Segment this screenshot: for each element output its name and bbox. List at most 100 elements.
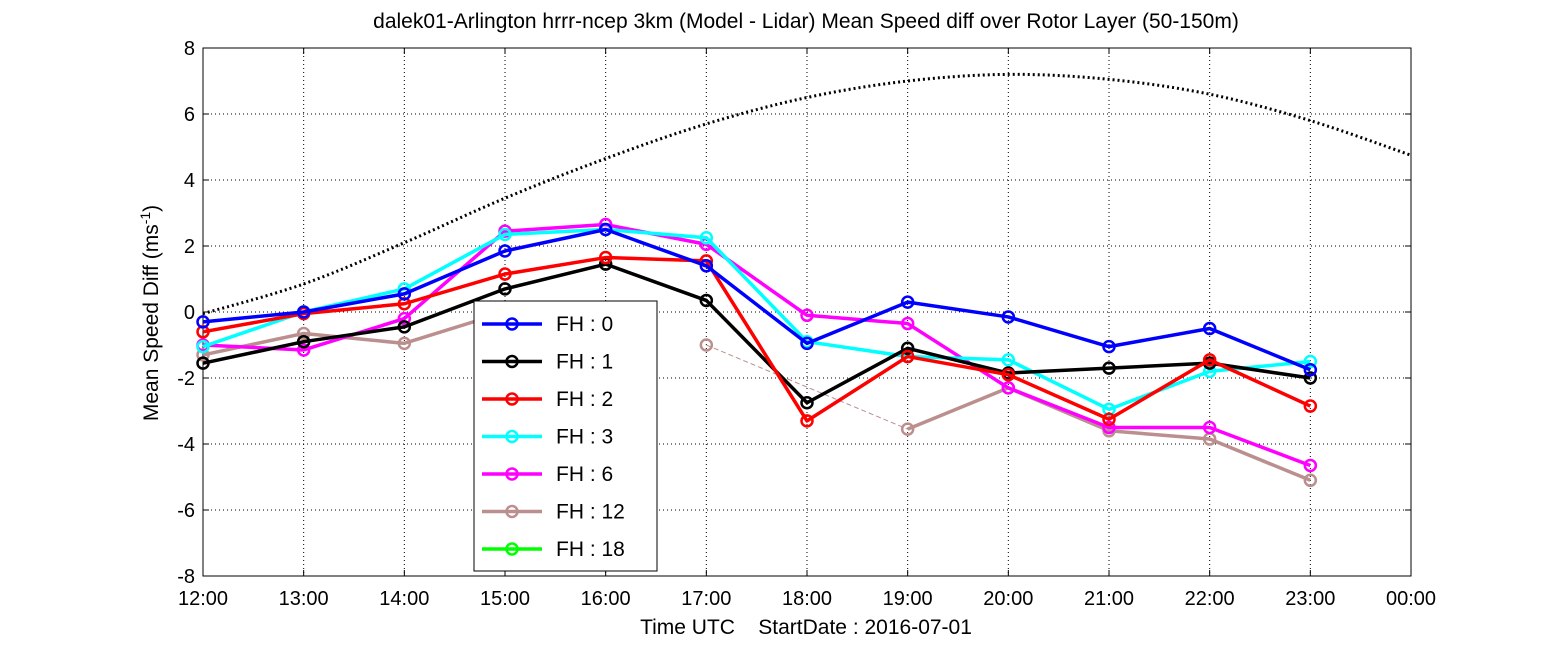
- data-point: [800, 414, 814, 428]
- chart-title: dalek01-Arlington hrrr-ncep 3km (Model -…: [373, 10, 1239, 33]
- data-point: [800, 336, 814, 351]
- y-tick-label: 0: [184, 302, 195, 324]
- data-point: [1202, 420, 1217, 435]
- legend-swatch-marker: [505, 467, 519, 481]
- y-axis-label: Mean Speed Diff (ms-1): [137, 205, 163, 421]
- series-0: [196, 222, 1318, 377]
- y-tick-label: 2: [184, 236, 195, 258]
- legend-swatch-marker: [505, 429, 519, 444]
- y-tick-label: -8: [177, 566, 195, 588]
- data-point: [498, 282, 512, 296]
- data-point: [900, 341, 915, 356]
- legend-item: FH : 0: [482, 313, 613, 336]
- x-tick-label: 19:00: [883, 588, 933, 610]
- legend-item: FH : 3: [482, 426, 613, 449]
- data-point: [1102, 361, 1116, 375]
- reference-curve-line: [202, 72, 1412, 316]
- legend-label: FH : 12: [556, 501, 625, 524]
- legend-label: FH : 2: [556, 388, 613, 411]
- legend-swatch-marker: [505, 542, 519, 556]
- x-tick-label: 16:00: [581, 588, 631, 610]
- legend-swatch-marker: [505, 504, 519, 519]
- data-point: [900, 422, 915, 436]
- legend-swatch-marker: [505, 392, 519, 406]
- data-point: [598, 222, 613, 237]
- data-point: [1001, 353, 1016, 367]
- data-point: [1001, 367, 1016, 382]
- data-point: [1303, 354, 1318, 369]
- data-point: [699, 293, 714, 308]
- y-tick-label: 8: [184, 38, 195, 60]
- legend-label: FH : 0: [556, 313, 613, 336]
- grid-lines: [203, 48, 1411, 576]
- series-2: [196, 250, 1318, 428]
- legend-item: FH : 6: [482, 463, 613, 486]
- data-point: [498, 267, 512, 281]
- data-point: [196, 356, 210, 370]
- data-point: [800, 396, 814, 410]
- series-line: [202, 262, 1311, 405]
- data-point: [397, 320, 412, 334]
- y-axis-label-tail: ): [140, 205, 163, 212]
- legend-item: FH : 2: [482, 388, 613, 411]
- x-tick-label: 14:00: [379, 588, 429, 610]
- data-point: [1102, 412, 1116, 426]
- series-line: [907, 386, 1311, 482]
- legend-label: FH : 6: [556, 463, 613, 486]
- data-point: [196, 339, 210, 354]
- data-point: [699, 231, 714, 245]
- data-point: [296, 334, 311, 349]
- legend-label: FH : 3: [556, 426, 613, 449]
- data-point: [900, 316, 915, 331]
- series-3: [196, 222, 1318, 417]
- x-tick-label: 15:00: [480, 588, 530, 610]
- legend-label: FH : 1: [556, 351, 613, 374]
- data-point: [296, 343, 311, 357]
- data-point: [1303, 363, 1318, 377]
- series-line: [202, 310, 506, 357]
- x-axis: 12:00 13:00 14:00 15:00 16:00 17:00 18:00 19:00…: [178, 48, 1436, 610]
- data-point: [699, 259, 714, 273]
- data-point: [397, 336, 412, 351]
- legend-swatch-marker: [505, 354, 519, 369]
- data-point: [1303, 458, 1318, 473]
- data-point: [1303, 473, 1318, 488]
- data-point: [699, 338, 714, 352]
- data-point: [1001, 381, 1016, 395]
- data-point: [296, 326, 311, 341]
- x-tick-label: 21:00: [1084, 588, 1134, 610]
- series-line: [202, 227, 1311, 372]
- x-tick-label: 22:00: [1185, 588, 1235, 610]
- y-axis-label-sup: -1: [137, 212, 153, 225]
- x-tick-label: 20:00: [983, 588, 1033, 610]
- data-point: [296, 305, 311, 319]
- data-point: [397, 311, 412, 326]
- y-tick-label: -2: [177, 368, 195, 390]
- series-line: [202, 227, 1311, 412]
- data-point: [1102, 339, 1116, 354]
- data-point: [498, 227, 512, 242]
- data-point: [1202, 321, 1217, 336]
- x-tick-label: 18:00: [782, 588, 832, 610]
- legend-item: FH : 1: [482, 351, 613, 374]
- data-point: [800, 308, 814, 323]
- x-tick-label: 23:00: [1285, 588, 1335, 610]
- data-point: [1001, 310, 1016, 324]
- series-line: [202, 222, 1311, 468]
- legend-item: FH : 18: [482, 538, 625, 561]
- legend-label: FH : 18: [556, 538, 625, 561]
- series-layer: [196, 217, 1318, 488]
- y-axis: -8 -6 -4 -2 0 2 4 6 8: [177, 38, 1411, 588]
- legend-item: FH : 12: [482, 501, 625, 524]
- data-point: [1303, 399, 1318, 413]
- data-point: [598, 250, 613, 265]
- data-point: [397, 287, 412, 301]
- y-axis-label-main: Mean Speed Diff (ms: [140, 224, 163, 421]
- y-tick-label: -4: [177, 434, 195, 456]
- series-line: [202, 255, 1312, 423]
- reference-curve: [202, 72, 1412, 316]
- y-tick-label: 6: [184, 104, 195, 126]
- y-tick-label: 4: [184, 170, 195, 192]
- y-tick-label: -6: [177, 500, 195, 522]
